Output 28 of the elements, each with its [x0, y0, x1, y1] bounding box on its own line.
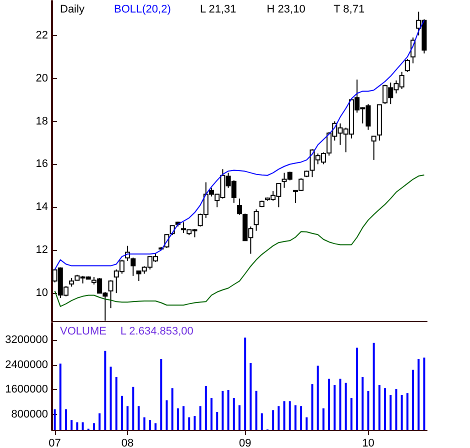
y-tick-label: 3200000 [5, 334, 48, 346]
x-tick-label: 08 [121, 438, 134, 448]
y-tick-label: 14 [36, 201, 48, 214]
annotation: L 21,31 [200, 4, 236, 16]
y-tick-label: 12 [36, 244, 48, 256]
candlestick [371, 136, 376, 160]
annotation: L 2.634.853,00 [120, 326, 194, 338]
chart-title: Daily [60, 4, 85, 16]
annotation: H 23,10 [266, 4, 306, 16]
y-tick-label: 20 [36, 72, 48, 84]
y-tick-label: 10 [36, 287, 48, 300]
y-tick-label: 2400000 [5, 358, 48, 371]
candlestick [404, 58, 410, 72]
x-tick-label: 09 [238, 438, 252, 448]
text: BOLL(20,2) [114, 4, 171, 16]
annotation: T 8,71 [334, 4, 365, 16]
candlestick [237, 198, 242, 216]
x-tick-label: 07 [48, 438, 61, 448]
y-tick-label: 16 [36, 158, 48, 170]
x-tick-label: 10 [362, 438, 374, 448]
y-tick-label: 1600000 [5, 384, 48, 396]
y-tick-label: 22 [36, 29, 48, 42]
y-tick-label: 18 [36, 115, 48, 128]
candlestick [108, 280, 114, 309]
y-tick-label: 800000 [11, 408, 48, 420]
chart-title: VOLUME [60, 326, 106, 338]
candlestick [254, 208, 259, 232]
line-series [54, 174, 425, 307]
